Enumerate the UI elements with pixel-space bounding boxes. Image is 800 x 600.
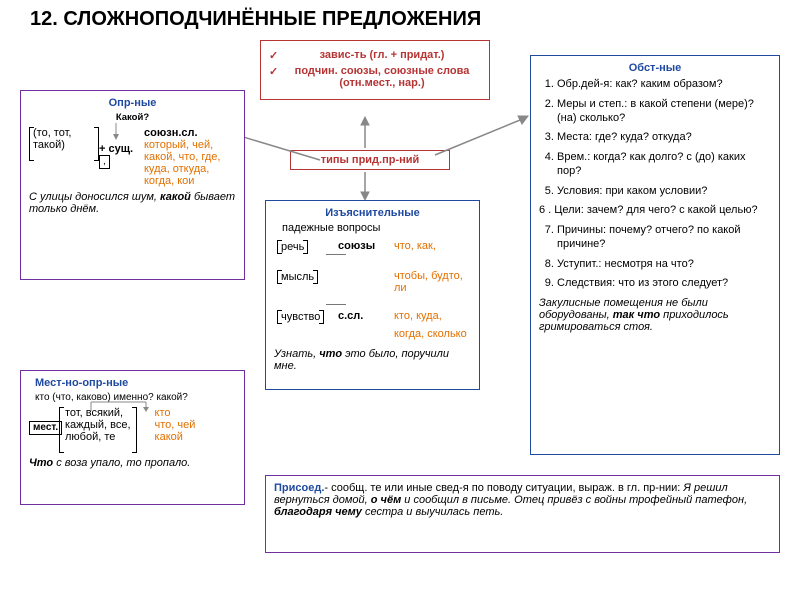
box-connective: Присоед.- сообщ. те или иные свед-я по п… [265, 475, 780, 553]
obst-item-3: Места: где? куда? откуда? [557, 131, 771, 145]
mest-l2: каждый, все, [65, 419, 131, 431]
opr-w3: куда, откуда, [144, 163, 236, 175]
opr-example: С улицы доносился шум, какой бывает толь… [29, 191, 236, 215]
iz-subtitle: падежные вопросы [274, 222, 471, 234]
box-object-clause: Изъяснительные падежные вопросы речь сою… [265, 200, 480, 390]
mest-tag: мест. [29, 421, 62, 435]
mest-r2: что, чей [155, 419, 236, 431]
pris-ex-d: благодаря чему [274, 506, 362, 518]
iz-r2-l: мысль [277, 270, 318, 284]
opr-w1: который, чей, [144, 139, 236, 151]
arrow-to-obst [430, 110, 540, 165]
opr-left-line1: (то, тот, [33, 127, 95, 139]
opr-title: Опр-ные [29, 97, 236, 109]
mest-ex-b: Что [29, 457, 53, 469]
opr-right-h: союзн.сл. [144, 127, 236, 139]
mest-arrows [61, 399, 161, 413]
obst-title: Обст-ные [539, 62, 771, 74]
obst-item-7: Причины: почему? отчего? по какой причин… [557, 224, 771, 252]
obst-item-4: Врем.: когда? как долго? с (до) каких по… [557, 151, 771, 179]
iz-connector-2 [326, 304, 346, 305]
iz-title: Изъяснительные [274, 207, 471, 219]
obst-item-9: Следствия: что из этого следует? [557, 277, 771, 291]
center-dependency-box: завис-ть (гл. + придат.) подчин. союзы, … [260, 40, 490, 100]
iz-ex-b: что [319, 348, 342, 360]
obst-item-2: Меры и степ.: в какой степени (мере)? (н… [557, 98, 771, 126]
opr-plus: + сущ. [99, 143, 133, 155]
obst-item-8: Уступит.: несмотря на что? [557, 258, 771, 272]
mest-ex-c: с воза упало, то пропало. [53, 457, 190, 469]
iz-r4-r: когда, сколько [391, 326, 471, 342]
iz-ex-a: Узнать, [274, 348, 319, 360]
iz-r2-r: чтобы, будто, ли [391, 268, 471, 296]
iz-r3-l: чувство [277, 310, 324, 324]
iz-r3-r: кто, куда, [391, 308, 471, 326]
opr-ex-b: какой [160, 191, 191, 203]
mest-r1: кто [155, 407, 236, 419]
opr-w4: когда, кои [144, 175, 236, 187]
box-adverbial: Обст-ные Обр.дей-я: как? каким образом? … [530, 55, 780, 455]
obst-item-6: 6 . Цели: зачем? для чего? с какой целью… [539, 204, 771, 218]
obst-six-prefix: 6 . [539, 204, 554, 216]
opr-question: Какой? [29, 112, 236, 123]
obst-six-text: Цели: зачем? для чего? с какой целью? [554, 204, 757, 216]
obst-item-1: Обр.дей-я: как? каким образом? [557, 78, 771, 92]
box-attributive: Опр-ные Какой? (то, тот, такой) + сущ. ,… [20, 90, 245, 280]
box-pronominal-attributive: Мест-но-опр-ные кто (что, каково) именно… [20, 370, 245, 505]
opr-ex-a: С улицы доносился шум, [29, 191, 160, 203]
mest-example: Что с воза упало, то пропало. [29, 457, 236, 469]
pris-body: - сообщ. те или иные свед-я по поводу си… [324, 482, 683, 494]
iz-table: речь союзы что, как, мысль чтобы, будто,… [274, 238, 471, 342]
iz-connector-1 [326, 254, 346, 255]
opr-q-arrow [101, 121, 131, 143]
arrow-to-centerlist [350, 115, 380, 150]
mest-title: Мест-но-опр-ные [29, 377, 236, 389]
pris-title: Присоед. [274, 482, 324, 494]
page-title: 12. СЛОЖНОПОДЧИНЁННЫЕ ПРЕДЛОЖЕНИЯ [30, 8, 481, 31]
check-item-2: подчин. союзы, союзные слова (отн.мест.,… [269, 65, 481, 89]
opr-comma: , [99, 155, 110, 169]
obst-ex-b: так что [613, 309, 660, 321]
mest-r3: какой [155, 431, 236, 443]
iz-r3-m: с.сл. [335, 308, 391, 326]
check-item-1: завис-ть (гл. + придат.) [269, 49, 481, 61]
obst-example: Закулисные помещения не были оборудованы… [539, 297, 771, 333]
iz-r1-l: речь [277, 240, 308, 254]
obst-item-5: Условия: при каком условии? [557, 185, 771, 199]
iz-r1-r: что, как, [391, 238, 471, 256]
pris-ex-e: сестра и выучилась петь. [362, 506, 503, 518]
obst-list: Обр.дей-я: как? каким образом? Меры и ст… [539, 78, 771, 291]
opr-left-line2: такой) [33, 139, 95, 151]
mest-l3: любой, те [65, 431, 131, 443]
pris-ex-b: о чём [371, 494, 401, 506]
pris-ex-c: и сообщил в письме. Отец привёз с войны … [401, 494, 747, 506]
iz-example: Узнать, что это было, поручили мне. [274, 348, 471, 372]
opr-w2: какой, что, где, [144, 151, 236, 163]
